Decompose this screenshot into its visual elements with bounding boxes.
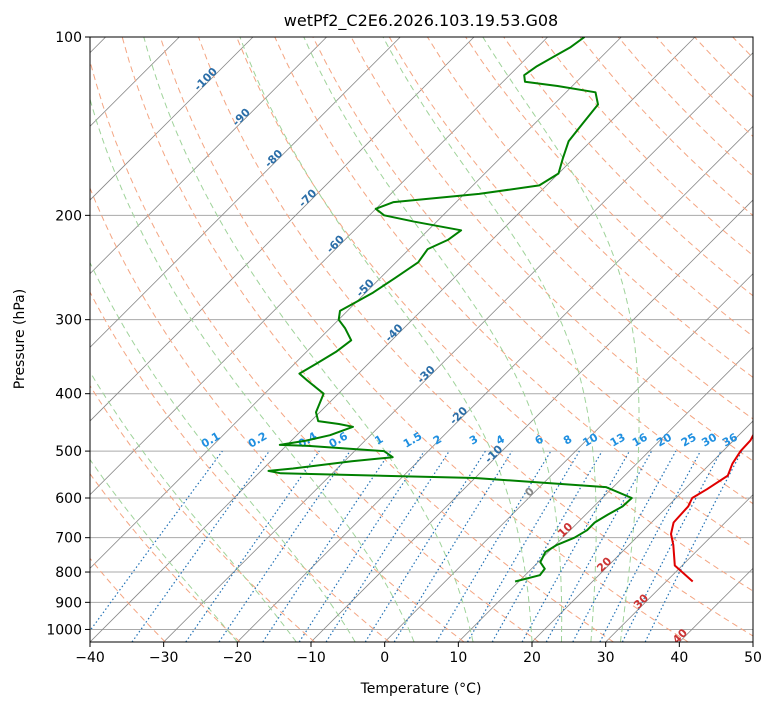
mixing-ratio-label: 13 xyxy=(608,431,628,450)
isotherm-label: -80 xyxy=(262,147,285,170)
isotherm-label: -30 xyxy=(414,363,437,386)
isotherm-label: -40 xyxy=(382,321,405,344)
isotherm-line xyxy=(0,37,400,642)
x-tick-label: 20 xyxy=(523,650,541,666)
x-tick-label: 10 xyxy=(449,650,467,666)
mixing-ratio-label: 36 xyxy=(720,430,740,449)
isotherm-label: -70 xyxy=(296,186,319,209)
mixing-ratio-line xyxy=(546,451,651,642)
moist-adiabat-line xyxy=(483,37,639,642)
isotherm-line xyxy=(237,37,775,642)
isotherm-line xyxy=(0,37,548,642)
dry-adiabat-line xyxy=(8,37,390,642)
x-axis-label: Temperature (°C) xyxy=(360,681,482,697)
moist-adiabat-line xyxy=(75,37,414,642)
isotherm-line xyxy=(16,37,621,642)
isotherm-label: -90 xyxy=(230,106,253,129)
mixing-ratio-label: 30 xyxy=(699,430,719,449)
mixing-ratio-line xyxy=(573,451,676,642)
moist-adiabat-line xyxy=(304,37,562,642)
mixing-ratio-label: 1 xyxy=(372,433,385,448)
y-tick-label: 200 xyxy=(55,208,82,224)
y-tick-label: 700 xyxy=(55,531,82,547)
mixing-ratio-label: 6 xyxy=(533,432,546,447)
y-tick-label: 900 xyxy=(55,595,82,611)
moist-adiabat-line xyxy=(22,37,355,642)
mixing-ratio-label: 10 xyxy=(581,430,601,449)
y-tick-label: 1000 xyxy=(46,622,82,638)
mixing-ratio-label: 0.1 xyxy=(199,430,222,451)
dry-adiabat-line xyxy=(695,37,775,642)
chart-title: wetPf2_C2E6.2026.103.19.53.G08 xyxy=(284,11,558,31)
dry-adiabat-line xyxy=(0,37,240,642)
x-tick-label: −10 xyxy=(296,650,326,666)
dry-adiabat-line xyxy=(733,37,775,642)
x-tick-label: 30 xyxy=(597,650,615,666)
mixing-ratio-line xyxy=(365,451,485,642)
mixing-ratio-label: 25 xyxy=(679,431,699,450)
profile-lines xyxy=(269,37,775,582)
dewpoint-profile-line xyxy=(269,37,632,582)
moist-adiabat-line xyxy=(0,37,237,642)
mixing-ratio-label: 16 xyxy=(630,430,650,449)
mixing-ratio-line xyxy=(326,451,449,642)
isotherm-label: -100 xyxy=(191,65,220,94)
isotherm-line xyxy=(0,37,327,642)
y-tick-label: 500 xyxy=(55,444,82,460)
mixing-ratio-label: 2 xyxy=(431,433,444,448)
mixing-ratio-label: 1.5 xyxy=(401,430,424,451)
isotherm-line xyxy=(0,37,253,642)
y-tick-label: 800 xyxy=(55,565,82,581)
y-tick-label: 600 xyxy=(55,491,82,507)
isotherm-label: -60 xyxy=(324,232,347,255)
dry-adiabat-line xyxy=(389,37,775,642)
y-axis-label: Pressure (hPa) xyxy=(12,289,28,389)
x-tick-label: 0 xyxy=(380,650,389,666)
x-tick-label: −40 xyxy=(75,650,105,666)
isotherm-line xyxy=(164,37,769,642)
dry-adiabat-line xyxy=(351,37,775,642)
isotherm-label: -20 xyxy=(447,404,470,427)
moist-adiabat-line xyxy=(144,37,473,642)
dry-adiabat-line xyxy=(427,37,775,642)
mixing-ratio-label: 0.2 xyxy=(246,430,269,451)
dry-adiabat-line xyxy=(504,37,775,642)
x-tick-label: −20 xyxy=(223,650,253,666)
dry-adiabat-line xyxy=(542,37,775,642)
dry-adiabat-line xyxy=(771,37,775,642)
y-tick-label: 400 xyxy=(55,387,82,403)
dry-adiabat-line xyxy=(84,37,539,642)
dry-adiabat-line xyxy=(0,37,315,642)
mixing-ratio-label: 20 xyxy=(654,430,674,449)
isotherm-label: 30 xyxy=(631,591,651,611)
mixing-ratio-label: 8 xyxy=(561,433,574,448)
dry-adiabat-line xyxy=(466,37,775,642)
x-tick-label: 50 xyxy=(744,650,762,666)
y-tick-label: 100 xyxy=(55,30,82,46)
y-tick-label: 300 xyxy=(55,313,82,329)
plot-frame xyxy=(90,37,753,642)
mixing-ratio-line xyxy=(82,451,223,642)
isotherm-line xyxy=(753,37,775,642)
x-tick-label: −30 xyxy=(149,650,179,666)
dry-adiabat-line xyxy=(237,37,775,642)
isotherm-line xyxy=(311,37,775,642)
mixing-ratio-line xyxy=(522,451,629,642)
mixing-ratio-line xyxy=(600,451,701,642)
mixing-ratio-line xyxy=(219,451,350,642)
x-tick-label: 40 xyxy=(670,650,688,666)
isotherm-line xyxy=(679,37,775,642)
